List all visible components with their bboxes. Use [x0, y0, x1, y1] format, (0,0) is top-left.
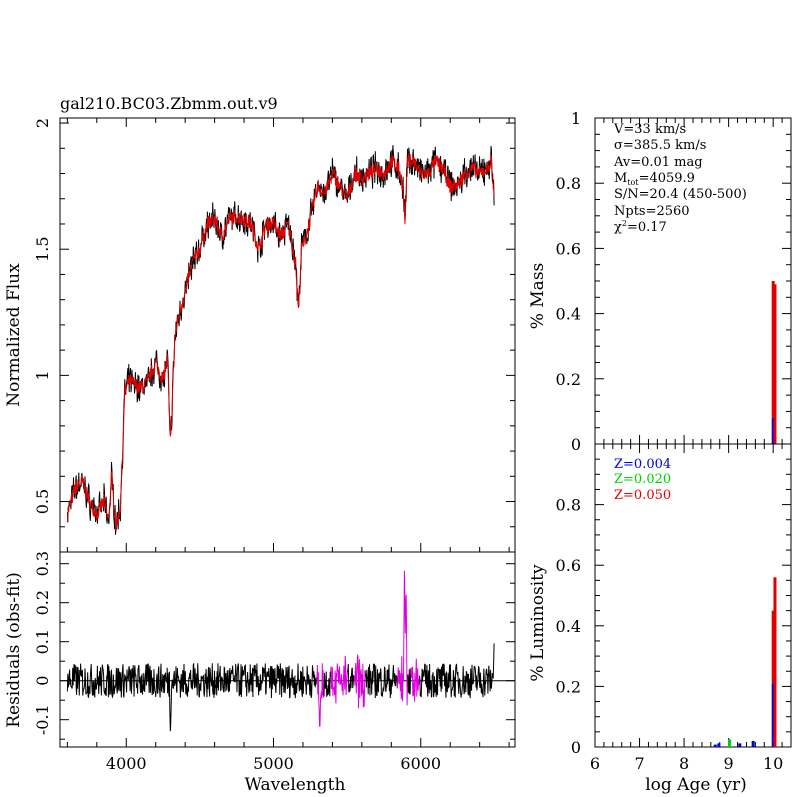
luminosity-ticks: [594, 443, 792, 748]
age-bar: [771, 417, 775, 444]
residuals-masked-segment: [396, 570, 409, 706]
residuals-x-tick-labels: 4000 5000 6000: [106, 754, 441, 773]
mass-y-tick-label: 0.2: [556, 370, 581, 389]
luminosity-x-tick-label: 8: [679, 754, 689, 773]
residuals-lines: [66, 570, 495, 732]
mass-y-tick-label: 0.8: [556, 174, 581, 193]
spectrum-y-tick-label: 1: [33, 370, 52, 380]
annotation-av: Av=0.01 mag: [613, 155, 703, 170]
residuals-segment: [418, 643, 495, 699]
luminosity-bars: [713, 577, 777, 747]
luminosity-x-tick-labels: 6 7 8 9 10: [590, 754, 783, 773]
luminosity-y-tick-label: 0.4: [556, 617, 581, 636]
luminosity-y-tick-label: 0.2: [556, 677, 581, 696]
annotation-snr: S/N=20.4 (450-500): [614, 187, 747, 202]
legend-z-0050: Z=0.050: [614, 488, 671, 503]
residuals-y-tick-label: -0.1: [33, 704, 52, 735]
residuals-panel: -0.1 0 0.1 0.2 0.3 4000 5000 6000 Residuals (o…: [4, 551, 516, 795]
age-bar: [751, 740, 755, 747]
mass-y-tick-labels: 0 0.2 0.4 0.6 0.8 1: [556, 109, 581, 454]
residuals-x-tick-label: 4000: [106, 754, 147, 773]
annotation-chi-superscript: 2: [622, 219, 627, 228]
annotation-npts: Npts=2560: [614, 204, 690, 219]
age-bar: [771, 610, 775, 684]
luminosity-y-tick-label: 0: [571, 738, 581, 757]
mass-bars: [771, 281, 777, 444]
mass-ticks: [594, 117, 792, 445]
spectrum-y-label: Normalized Flux: [4, 263, 24, 407]
figure-title: gal210.BC03.Zbmm.out.v9: [60, 94, 278, 113]
residuals-ticks: [60, 563, 515, 747]
residuals-segment: [364, 663, 398, 699]
age-bar: [773, 577, 777, 747]
residuals-masked-segment: [330, 655, 348, 704]
residuals-segment: [346, 663, 355, 693]
residuals-masked-segment: [410, 658, 420, 702]
spectrum-observed-line: [66, 145, 495, 535]
spectrum-ticks: [60, 118, 515, 553]
age-bar: [771, 683, 775, 747]
luminosity-panel: 0 0.2 0.4 0.6 0.8 6 7 8 9 10 % Luminosity log Ag…: [528, 443, 792, 795]
residuals-y-tick-label: 0.2: [33, 590, 52, 615]
luminosity-y-tick-label: 0.8: [556, 496, 581, 515]
residuals-y-tick-label: 0.1: [33, 629, 52, 654]
spectrum-y-tick-label: 2: [33, 118, 52, 128]
residuals-x-tick-label: 5000: [253, 754, 294, 773]
spectrum-model-line: [66, 153, 495, 532]
mass-y-label: % Mass: [528, 263, 548, 330]
residuals-frame: [59, 551, 516, 748]
residuals-y-tick-label: 0.3: [33, 551, 52, 576]
luminosity-x-tick-label: 9: [724, 754, 734, 773]
legend-z-0004: Z=0.004: [614, 457, 671, 472]
fit-annotations: V=33 km/s σ=385.5 km/s Av=0.01 mag Mtot=…: [613, 122, 747, 235]
residuals-segment: [323, 666, 332, 697]
luminosity-y-tick-label: 0.6: [556, 556, 581, 575]
luminosity-y-label: % Luminosity: [528, 564, 548, 682]
metallicity-legend: Z=0.004 Z=0.020 Z=0.050: [614, 457, 671, 503]
mass-y-tick-label: 0.6: [556, 239, 581, 258]
age-bar: [717, 743, 721, 747]
annotation-mass: Mtot=4059.9: [614, 171, 695, 187]
mass-y-tick-label: 0: [571, 435, 581, 454]
residuals-segment: [66, 662, 317, 732]
annotation-chi-symbol: χ: [614, 220, 622, 235]
luminosity-y-tick-labels: 0 0.2 0.4 0.6 0.8: [556, 496, 581, 757]
age-bar: [773, 284, 777, 444]
age-bar: [738, 743, 742, 747]
spectrum-panel: 0.5 1 1.5 2 Normalized Flux: [4, 117, 516, 553]
spectrum-y-tick-labels: 0.5 1 1.5 2: [33, 118, 52, 514]
luminosity-x-tick-label: 7: [634, 754, 644, 773]
residuals-masked-segment: [354, 654, 366, 709]
legend-z-0020: Z=0.020: [614, 472, 671, 487]
annotation-velocity: V=33 km/s: [613, 122, 686, 137]
residuals-x-tick-label: 6000: [400, 754, 441, 773]
spectrum-y-tick-label: 1.5: [33, 236, 52, 261]
residuals-masked-segment: [316, 663, 325, 727]
wavelength-x-label: Wavelength: [245, 775, 346, 795]
annotation-chi-value: =0.17: [627, 220, 667, 235]
annotation-sigma: σ=385.5 km/s: [614, 138, 706, 153]
luminosity-x-tick-label: 10: [763, 754, 783, 773]
age-bar: [771, 281, 775, 418]
spectrum-y-tick-label: 0.5: [33, 489, 52, 514]
annotation-chi2: χ2=0.17: [614, 219, 667, 235]
age-x-label: log Age (yr): [645, 775, 747, 795]
mass-y-tick-label: 0.4: [556, 305, 581, 324]
age-bar: [728, 739, 732, 747]
annotation-mass-symbol: M: [614, 171, 627, 186]
residuals-y-label: Residuals (obs-fit): [4, 572, 24, 728]
annotation-mass-subscript: tot: [627, 178, 639, 187]
annotation-mass-value: =4059.9: [639, 171, 695, 186]
luminosity-x-tick-label: 6: [590, 754, 600, 773]
age-bar: [713, 744, 717, 747]
mass-panel: 0 0.2 0.4 0.6 0.8 1 % Mass V=33 km/s σ=385.5 …: [528, 109, 792, 454]
residuals-y-tick-labels: -0.1 0 0.1 0.2 0.3: [33, 551, 52, 735]
residuals-y-tick-label: 0: [33, 676, 52, 686]
mass-y-tick-label: 1: [571, 109, 581, 128]
residuals-segment: [407, 668, 412, 695]
